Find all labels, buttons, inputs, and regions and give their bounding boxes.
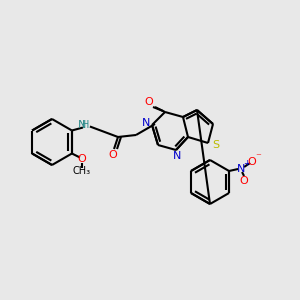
Text: S: S: [212, 140, 220, 150]
Text: O: O: [109, 150, 117, 160]
Text: O: O: [145, 97, 153, 107]
Text: N: N: [237, 164, 245, 174]
Text: O: O: [248, 157, 256, 167]
Text: N: N: [173, 151, 181, 161]
Text: O: O: [77, 154, 86, 164]
Text: CH₃: CH₃: [73, 166, 91, 176]
Text: ⁻: ⁻: [255, 152, 261, 162]
Text: H: H: [82, 121, 90, 130]
Text: N: N: [78, 121, 86, 130]
Text: +: +: [244, 160, 250, 169]
Text: N: N: [142, 118, 150, 128]
Text: O: O: [240, 176, 248, 186]
